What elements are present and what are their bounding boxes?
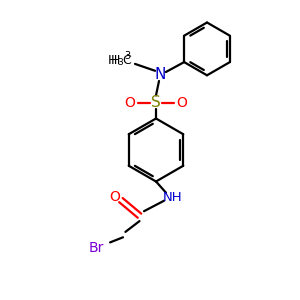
Text: H: H [111,54,120,68]
Text: O: O [177,96,188,110]
Text: S: S [151,95,161,110]
Text: C: C [122,54,131,68]
Text: O: O [124,96,135,110]
Text: 3: 3 [124,51,130,61]
Text: N: N [155,67,166,82]
Text: NH: NH [163,190,182,204]
Text: O: O [109,190,120,204]
Text: H: H [108,54,117,68]
Text: Br: Br [89,241,104,255]
Text: 3: 3 [117,58,123,67]
